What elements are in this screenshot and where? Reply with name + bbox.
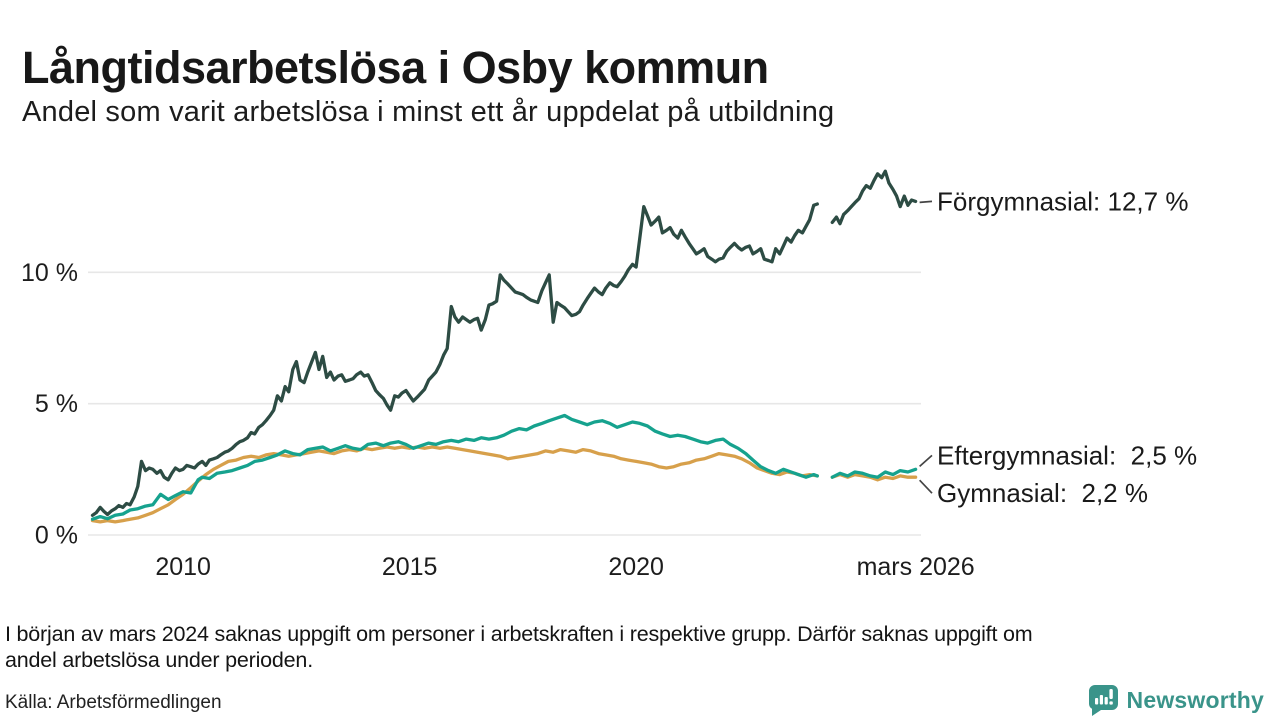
x-tick-label: 2020 [608, 553, 664, 581]
x-tick-label: 2015 [382, 553, 438, 581]
series-end-label-gymnasial: Gymnasial: 2,2 % [937, 478, 1148, 508]
chart-footnote: I början av mars 2024 saknas uppgift om … [5, 621, 1255, 673]
y-tick-label: 0 % [35, 522, 78, 550]
newsworthy-branding: Newsworthy [1088, 684, 1264, 716]
x-tick-label: 2010 [155, 553, 211, 581]
source-note: Källa: Arbetsförmedlingen [5, 692, 222, 713]
footnote-line-1: I början av mars 2024 saknas uppgift om … [5, 622, 1033, 646]
chart-subtitle: Andel som varit arbetslösa i minst ett å… [22, 96, 835, 128]
footnote-line-2: andel arbetslösa under perioden. [5, 648, 313, 672]
y-tick-label: 10 % [21, 259, 78, 287]
label-connector [919, 479, 933, 494]
page-title: Långtidsarbetslösa i Osby kommun [22, 42, 769, 94]
series-line-förgymnasial [830, 169, 918, 226]
brand-name: Newsworthy [1126, 686, 1264, 713]
series-end-label-eftergymnasial: Eftergymnasial: 2,5 % [937, 440, 1197, 470]
series-line-eftergymnasial [830, 467, 918, 479]
series-line-eftergymnasial [90, 413, 819, 521]
series-line-gymnasial [90, 445, 819, 524]
label-connector [919, 200, 933, 204]
label-connector [919, 454, 933, 467]
x-tick-label: mars 2026 [857, 553, 975, 581]
y-tick-label: 5 % [35, 390, 78, 418]
series-line-förgymnasial [90, 202, 819, 517]
series-end-label-förgymnasial: Förgymnasial: 12,7 % [937, 186, 1188, 216]
newsworthy-bubble-chart-icon [1088, 685, 1118, 716]
